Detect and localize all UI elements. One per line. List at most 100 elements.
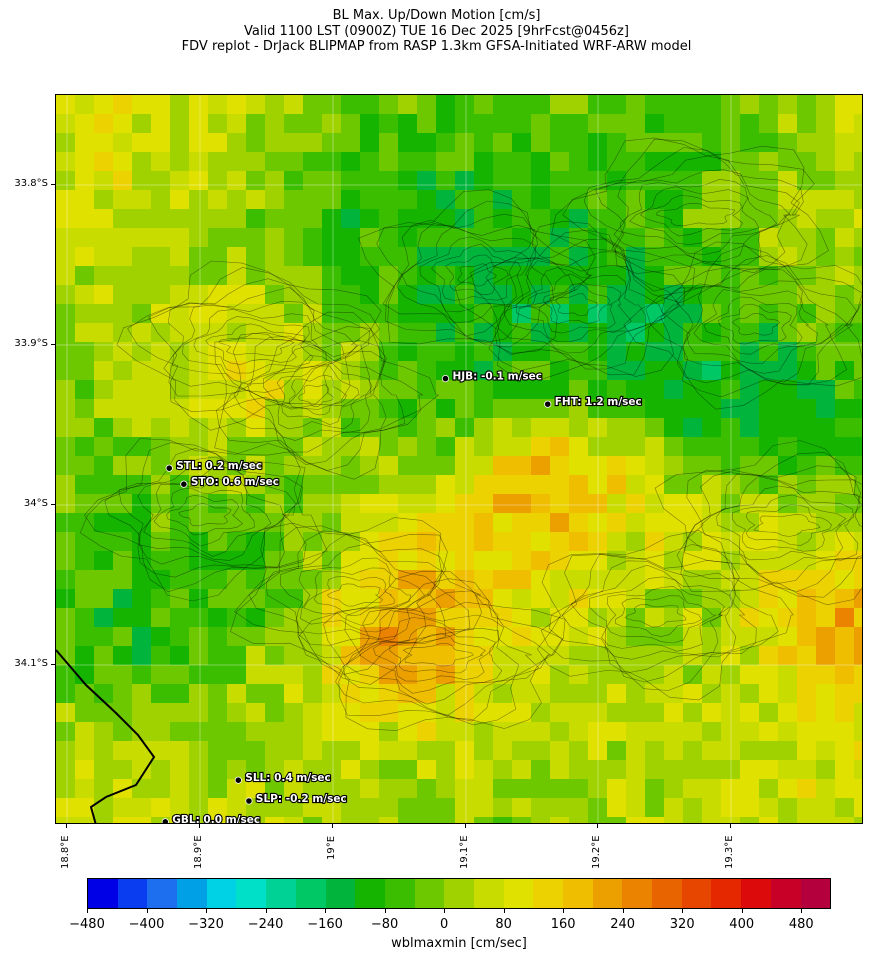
- heatmap-cell: [550, 399, 570, 419]
- heatmap-cell: [208, 171, 228, 191]
- heatmap-cell: [284, 456, 304, 476]
- heatmap-cell: [683, 798, 703, 818]
- heatmap-cell: [835, 380, 855, 400]
- heatmap-cell: [531, 209, 551, 229]
- heatmap-cell: [683, 209, 703, 229]
- heatmap-cell: [246, 323, 266, 343]
- heatmap-cell: [75, 646, 95, 666]
- heatmap-cell: [816, 304, 836, 324]
- heatmap-cell: [113, 798, 133, 818]
- contour-line: [700, 475, 861, 574]
- station-marker-gbl: [161, 818, 169, 823]
- heatmap-cell: [702, 779, 722, 799]
- heatmap-cell: [398, 456, 418, 476]
- heatmap-cell: [113, 589, 133, 609]
- contour-line: [629, 186, 760, 245]
- map-panel[interactable]: HJB: -0.1 m/sec FHT: 1.2 m/sec STL: 0.2 m/…: [55, 94, 863, 824]
- heatmap-cell: [759, 133, 779, 153]
- heatmap-cell: [550, 532, 570, 552]
- heatmap-cell: [816, 513, 836, 533]
- heatmap-cell: [227, 741, 247, 761]
- heatmap-cell: [322, 684, 342, 704]
- contour-line: [570, 564, 733, 660]
- heatmap-cell: [569, 361, 589, 381]
- heatmap-cell: [683, 665, 703, 685]
- heatmap-cell: [550, 798, 570, 818]
- lon-label: 19.2°E: [591, 835, 602, 869]
- heatmap-cell: [303, 399, 323, 419]
- heatmap-cell: [797, 722, 817, 742]
- heatmap-cell: [132, 418, 152, 438]
- heatmap-cell: [493, 589, 513, 609]
- heatmap-cell: [702, 380, 722, 400]
- heatmap-cell: [721, 475, 741, 495]
- heatmap-cell: [94, 551, 114, 571]
- heatmap-cell: [189, 95, 209, 115]
- heatmap-cell: [284, 475, 304, 495]
- heatmap-cell: [303, 646, 323, 666]
- heatmap-cell: [816, 152, 836, 172]
- heatmap-cell: [322, 209, 342, 229]
- heatmap-cell: [816, 114, 836, 134]
- heatmap-cell: [531, 817, 551, 823]
- contour-line: [396, 223, 554, 337]
- heatmap-cell: [626, 418, 646, 438]
- heatmap-cell: [398, 532, 418, 552]
- heatmap-cell: [436, 741, 456, 761]
- heatmap-cell: [132, 570, 152, 590]
- heatmap-cell: [379, 665, 399, 685]
- heatmap-cell: [246, 665, 266, 685]
- contour-line: [731, 313, 781, 336]
- heatmap-cell: [835, 266, 855, 286]
- heatmap-cell: [740, 190, 760, 210]
- heatmap-cell: [75, 418, 95, 438]
- heatmap-cell: [113, 247, 133, 267]
- heatmap-cell: [721, 779, 741, 799]
- heatmap-cell: [170, 665, 190, 685]
- heatmap-cell: [797, 209, 817, 229]
- heatmap-cell: [132, 95, 152, 115]
- heatmap-cell: [759, 285, 779, 305]
- heatmap-cell: [170, 399, 190, 419]
- heatmap-cell: [569, 304, 589, 324]
- heatmap-cell: [797, 171, 817, 191]
- heatmap-cell: [759, 741, 779, 761]
- heatmap-cell: [816, 722, 836, 742]
- colorbar-segment: [533, 879, 563, 908]
- heatmap-cell: [588, 399, 608, 419]
- heatmap-cell: [341, 209, 361, 229]
- heatmap-cell: [854, 703, 862, 723]
- heatmap-cell: [759, 475, 779, 495]
- contour-line: [402, 643, 474, 667]
- heatmap-cell: [455, 152, 475, 172]
- heatmap-cell: [341, 323, 361, 343]
- heatmap-cell: [569, 741, 589, 761]
- heatmap-cell: [512, 494, 532, 514]
- heatmap-cell: [94, 342, 114, 362]
- heatmap-cell: [474, 304, 494, 324]
- heatmap-cell: [664, 817, 684, 823]
- heatmap-cell: [607, 779, 627, 799]
- heatmap-cell: [816, 95, 836, 115]
- heatmap-cell: [189, 285, 209, 305]
- heatmap-cell: [227, 684, 247, 704]
- heatmap-cell: [797, 817, 817, 823]
- heatmap-cell: [265, 399, 285, 419]
- heatmap-cell: [455, 475, 475, 495]
- heatmap-cell: [322, 608, 342, 628]
- contour-line: [753, 514, 821, 537]
- heatmap-cell: [303, 323, 323, 343]
- heatmap-cell: [645, 171, 665, 191]
- colorbar-segment: [325, 879, 356, 908]
- heatmap-cell: [227, 608, 247, 628]
- heatmap-cell: [797, 589, 817, 609]
- heatmap-cell: [94, 95, 114, 115]
- heatmap-cell: [379, 399, 399, 419]
- contour-line: [684, 465, 862, 592]
- heatmap-cell: [626, 133, 646, 153]
- heatmap-cell: [170, 380, 190, 400]
- heatmap-cell: [588, 684, 608, 704]
- heatmap-cell: [265, 760, 285, 780]
- heatmap-cell: [740, 285, 760, 305]
